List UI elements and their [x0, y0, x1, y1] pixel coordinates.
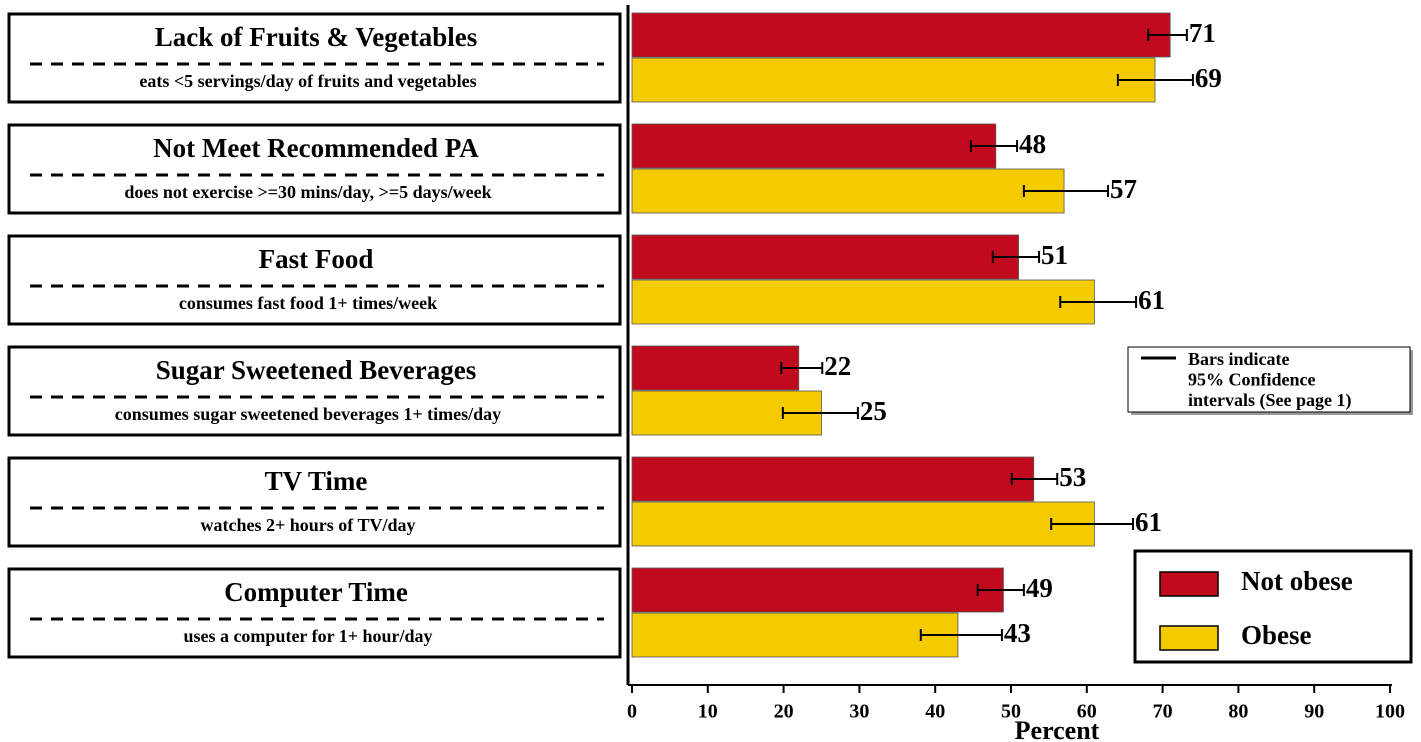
bar [631, 456, 1035, 502]
x-axis-label: Percent [1015, 716, 1100, 742]
x-tick-label: 90 [1304, 701, 1324, 723]
value-label: 22 [824, 351, 851, 381]
value-label: 61 [1138, 285, 1165, 315]
error-bar [1022, 185, 1110, 197]
error-bar [780, 362, 824, 374]
category-box [7, 456, 622, 548]
category-description: consumes sugar sweetened beverages 1+ ti… [115, 404, 501, 424]
value-label: 25 [860, 396, 887, 426]
x-tick-label: 50 [1001, 701, 1021, 723]
category-title: Lack of Fruits & Vegetables [155, 22, 477, 52]
category-description: uses a computer for 1+ hour/day [183, 626, 432, 646]
error-bar [991, 251, 1041, 263]
category-box [7, 123, 622, 215]
value-label: 53 [1059, 462, 1086, 492]
category-title: Not Meet Recommended PA [153, 133, 479, 163]
category-box [7, 12, 622, 104]
error-bar [781, 407, 859, 419]
value-label: 69 [1195, 63, 1222, 93]
x-tick-label: 0 [627, 701, 637, 723]
value-label: 61 [1135, 507, 1162, 537]
note-text: 95% Confidence [1188, 370, 1316, 390]
bar [631, 57, 1156, 103]
bar [631, 279, 1095, 325]
value-label: 71 [1189, 18, 1216, 48]
x-tick-label: 40 [925, 701, 945, 723]
legend-label: Obese [1241, 620, 1312, 650]
legend-swatch [1159, 571, 1219, 597]
value-label: 57 [1110, 174, 1137, 204]
category-description: consumes fast food 1+ times/week [179, 293, 437, 313]
x-tick-label: 70 [1153, 701, 1173, 723]
bar [631, 168, 1065, 214]
x-tick-label: 100 [1375, 701, 1405, 723]
legend-swatch [1159, 625, 1219, 651]
bar [631, 234, 1019, 280]
x-tick-label: 30 [849, 701, 869, 723]
error-bar [1116, 74, 1194, 86]
value-label: 51 [1041, 240, 1068, 270]
x-tick-label: 10 [698, 701, 718, 723]
bar [631, 345, 800, 391]
x-tick-label: 60 [1077, 701, 1097, 723]
category-box [7, 567, 622, 659]
category-title: Fast Food [259, 244, 374, 274]
x-tick-label: 20 [774, 701, 794, 723]
category-description: eats <5 servings/day of fruits and veget… [139, 71, 476, 91]
error-bar [919, 629, 1003, 641]
error-bar [976, 584, 1025, 596]
error-bar [1059, 296, 1138, 308]
error-bar [1050, 518, 1135, 530]
category-title: TV Time [265, 466, 368, 496]
bar [631, 567, 1004, 613]
error-bar [969, 140, 1019, 152]
bar [631, 123, 997, 169]
category-description: watches 2+ hours of TV/day [201, 515, 416, 535]
error-bar [1010, 473, 1059, 485]
value-label: 43 [1004, 618, 1031, 648]
category-box [7, 234, 622, 326]
note-text: intervals (See page 1) [1188, 390, 1351, 411]
value-label: 49 [1026, 573, 1053, 603]
category-description: does not exercise >=30 mins/day, >=5 day… [124, 182, 491, 202]
category-box [7, 345, 622, 437]
bar [631, 612, 959, 658]
legend-label: Not obese [1241, 566, 1353, 596]
note-text: Bars indicate [1188, 349, 1290, 369]
error-bar [1147, 29, 1188, 41]
category-title: Computer Time [224, 577, 408, 607]
bar [631, 12, 1171, 58]
category-title: Sugar Sweetened Beverages [156, 355, 476, 385]
bar [631, 501, 1095, 547]
x-tick-label: 80 [1228, 701, 1248, 723]
value-label: 48 [1019, 129, 1046, 159]
